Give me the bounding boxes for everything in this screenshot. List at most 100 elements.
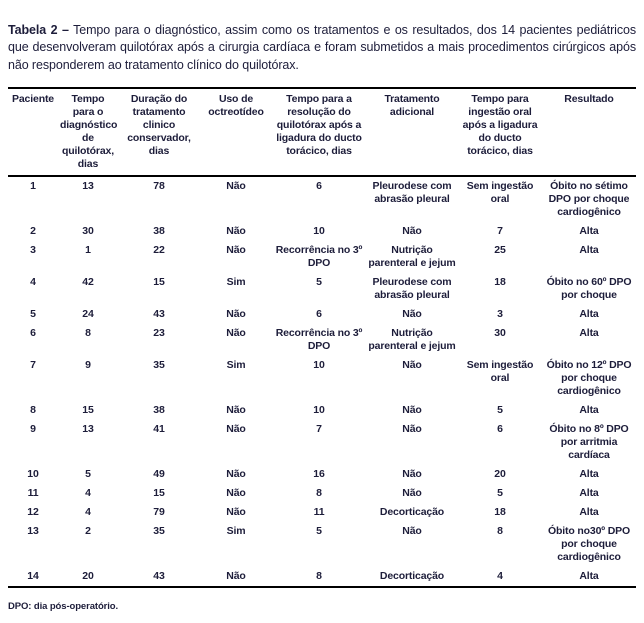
- table-cell: 20: [58, 566, 118, 588]
- table-cell: 5: [497, 403, 503, 416]
- table-header: Paciente Tempo para o diagnóstico de quil…: [8, 87, 636, 177]
- table-cell: Óbito no sétimo DPO por choque cardiogên…: [548, 179, 630, 218]
- table-cell: 4: [85, 505, 91, 518]
- table-caption-text: Tempo para o diagnóstico, assim como os …: [8, 22, 636, 72]
- table-cell: Não: [402, 224, 422, 237]
- table-cell: 8: [85, 326, 91, 339]
- table-row: 11 4 15 Não 8 Não 5 Alta: [8, 484, 636, 503]
- table-cell: 43: [153, 307, 165, 320]
- table-row: 1 13 78 Não 6 Pleurodese com abrasão pleural S…: [8, 176, 636, 222]
- table-cell: Alta: [579, 243, 599, 256]
- table-cell: Decorticação: [379, 505, 445, 518]
- table-row: 2 30 38 Não 10 Não 7 Alta: [8, 222, 636, 241]
- table-cell: Não: [402, 467, 422, 480]
- table-row: 4 42 15 Sim 5 Pleurodese com abrasão pleural 1…: [8, 273, 636, 305]
- table-cell: Não: [226, 179, 246, 192]
- column-header: Tratamento adicional: [366, 87, 458, 177]
- table-cell: 25: [494, 243, 506, 256]
- table-cell: 5: [85, 467, 91, 480]
- table-cell: Óbito no 60º DPO por choque: [546, 275, 632, 301]
- patients-table: Paciente Tempo para o diagnóstico de quil…: [8, 86, 636, 588]
- table-cell: 4: [85, 486, 91, 499]
- header-row: Paciente Tempo para o diagnóstico de quil…: [8, 87, 636, 177]
- table-cell: Não: [226, 326, 246, 339]
- table-cell: Não: [402, 358, 422, 371]
- table-caption-label: Tabela 2 –: [8, 22, 69, 37]
- table-cell: Recorrência no 3º DPO: [275, 243, 363, 269]
- table-cell: 1: [30, 179, 36, 192]
- table-cell: Não: [402, 486, 422, 499]
- table-cell: Sem ingestão oral: [466, 179, 534, 205]
- table-cell: 13: [82, 422, 94, 435]
- table-cell: Decorticação: [366, 566, 458, 588]
- table-cell: 78: [153, 179, 165, 192]
- table-cell: Alta: [579, 326, 599, 339]
- table-cell: 35: [153, 524, 165, 537]
- table-cell: 10: [313, 358, 325, 371]
- table-footnote: DPO: dia pós-operatório.: [8, 601, 119, 612]
- table-cell: 13: [27, 524, 39, 537]
- table-cell: 11: [27, 486, 39, 499]
- column-header: Uso de octreotídeo: [200, 87, 272, 177]
- table-row: 12 4 79 Não 11 Decorticação 18 Alta: [8, 503, 636, 522]
- column-header: Resultado: [542, 87, 636, 177]
- table-cell: 7: [316, 422, 322, 435]
- table-cell: 6: [497, 422, 503, 435]
- table-cell: Não: [226, 486, 246, 499]
- table-cell: Recorrência no 3º DPO: [275, 326, 363, 352]
- table-cell: Não: [226, 467, 246, 480]
- table-cell: Não: [226, 224, 246, 237]
- table-cell: Não: [226, 422, 246, 435]
- table-cell: 38: [153, 403, 165, 416]
- table-row: 3 1 22 Não Recorrência no 3º DPO Nutrição par…: [8, 241, 636, 273]
- table-cell: 6: [316, 307, 322, 320]
- table-row: 6 8 23 Não Recorrência no 3º DPO Nutrição par…: [8, 324, 636, 356]
- table-cell: Óbito no30º DPO por choque cardiogênico: [547, 524, 631, 563]
- table-cell: Sem ingestão oral: [466, 358, 534, 384]
- table-cell: 43: [118, 566, 200, 588]
- table-row: 5 24 43 Não 6 Não 3 Alta: [8, 305, 636, 324]
- table-cell: 5: [316, 275, 322, 288]
- table-cell: 38: [153, 224, 165, 237]
- table-row: 10 5 49 Não 16 Não 20 Alta: [8, 465, 636, 484]
- table-cell: 10: [27, 467, 39, 480]
- table-cell: 8: [316, 486, 322, 499]
- table-cell: 6: [316, 179, 322, 192]
- table-cell: Nutrição parenteral e jejum: [368, 243, 456, 269]
- table-cell: 23: [153, 326, 165, 339]
- table-cell: Sim: [226, 358, 246, 371]
- table-cell: 22: [153, 243, 165, 256]
- table-cell: Não: [402, 422, 422, 435]
- table-cell: Óbito no 8º DPO por arritmia cardíaca: [549, 422, 629, 461]
- column-header: Duração do tratamento clinico conservado…: [118, 87, 200, 177]
- table-cell: Sim: [226, 524, 246, 537]
- table-cell: 15: [153, 275, 165, 288]
- table-cell: Alta: [542, 566, 636, 588]
- table-row: 14 20 43 Não 8 Decorticação 4 Alta: [8, 566, 636, 588]
- table-cell: 3: [30, 243, 36, 256]
- table-cell: 24: [82, 307, 94, 320]
- column-header: Tempo para a resolução do quilotórax apó…: [272, 87, 366, 177]
- table-cell: 18: [494, 505, 506, 518]
- table-cell: 30: [494, 326, 506, 339]
- table-cell: 5: [497, 486, 503, 499]
- table-cell: Não: [226, 505, 246, 518]
- table-cell: 5: [30, 307, 36, 320]
- table-cell: 79: [153, 505, 165, 518]
- table-cell: 6: [30, 326, 36, 339]
- table-cell: 2: [85, 524, 91, 537]
- table-body: 1 13 78 Não 6 Pleurodese com abrasão pleural S…: [8, 176, 636, 588]
- table-cell: Não: [226, 243, 246, 256]
- table-cell: Alta: [579, 307, 599, 320]
- column-header: Tempo para ingestão oral após a ligadura…: [458, 87, 542, 177]
- table-caption: Tabela 2 – Tempo para o diagnóstico, ass…: [0, 13, 644, 75]
- table-cell: Alta: [579, 467, 599, 480]
- table-cell: Pleurodese com abrasão pleural: [372, 179, 452, 205]
- table-cell: 49: [153, 467, 165, 480]
- table-row: 8 15 38 Não 10 Não 5 Alta: [8, 401, 636, 420]
- table-cell: 9: [85, 358, 91, 371]
- table-cell: 4: [30, 275, 36, 288]
- table-cell: Nutrição parenteral e jejum: [368, 326, 456, 352]
- table-cell: 12: [27, 505, 39, 518]
- table-cell: Alta: [579, 486, 599, 499]
